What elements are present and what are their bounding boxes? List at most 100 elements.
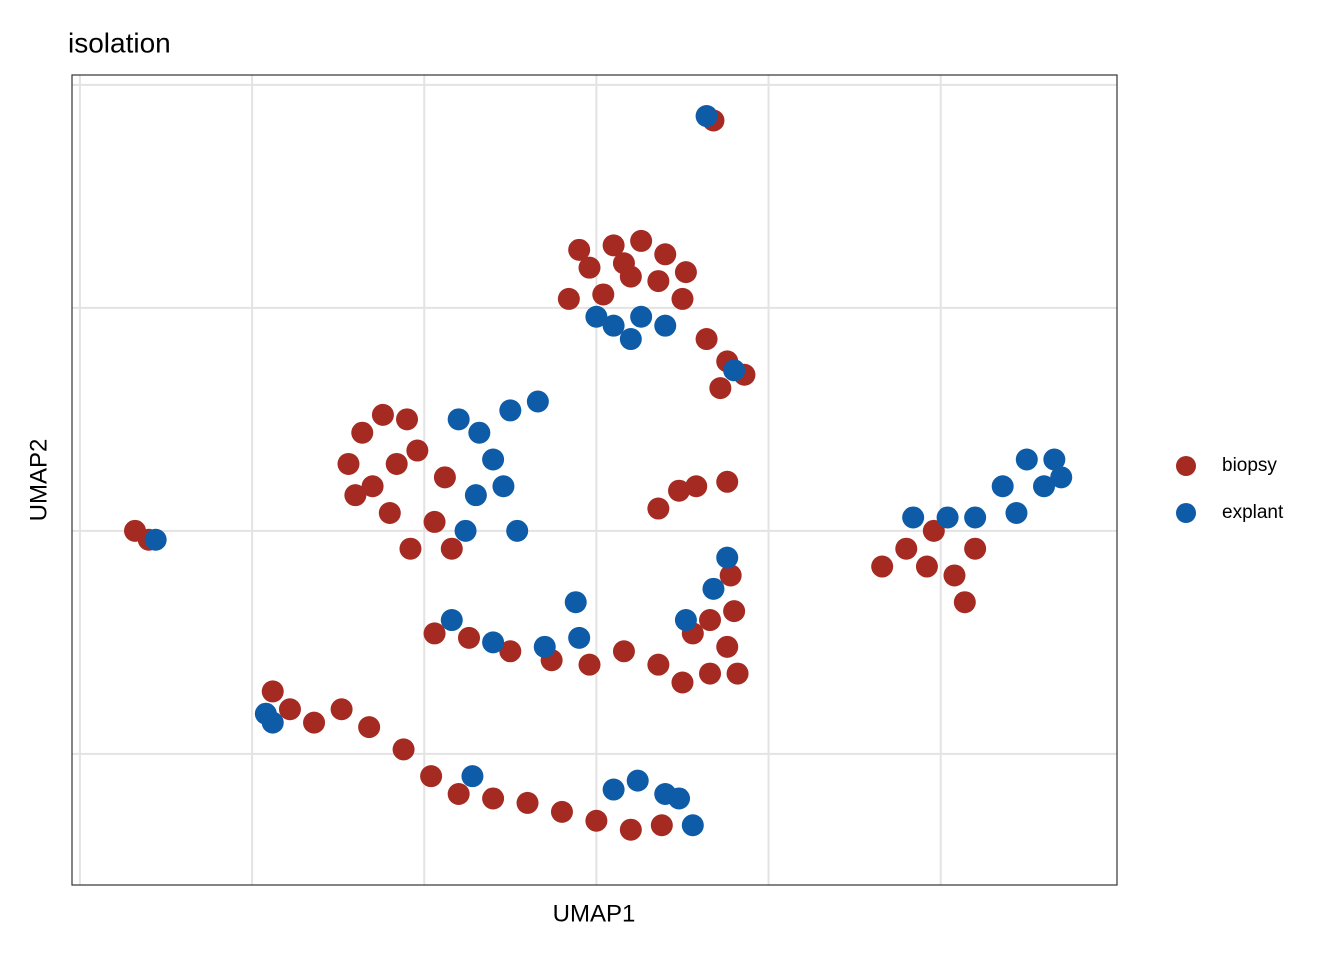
point (261, 680, 284, 703)
point (492, 475, 515, 498)
point (482, 787, 505, 810)
legend-label: explant (1222, 502, 1284, 523)
point (699, 609, 722, 632)
point (423, 510, 446, 533)
point (991, 475, 1014, 498)
point (953, 591, 976, 614)
point (568, 626, 591, 649)
point (557, 287, 580, 310)
point (943, 564, 966, 587)
point (674, 261, 697, 284)
point (454, 519, 477, 542)
point (612, 640, 635, 663)
point (592, 283, 615, 306)
point (499, 399, 522, 422)
point (144, 528, 167, 551)
point (358, 716, 381, 739)
point (630, 229, 653, 252)
point (695, 328, 718, 351)
point (915, 555, 938, 578)
point (371, 403, 394, 426)
point (681, 814, 704, 837)
point (654, 783, 677, 806)
point (647, 653, 670, 676)
point (1005, 502, 1028, 525)
x-axis-label: UMAP1 (553, 900, 636, 927)
point (647, 270, 670, 293)
point (482, 448, 505, 471)
point (630, 305, 653, 328)
point (447, 408, 470, 431)
point (922, 519, 945, 542)
point (468, 421, 491, 444)
point (351, 421, 374, 444)
point (650, 814, 673, 837)
point (902, 506, 925, 529)
point (726, 662, 749, 685)
point (964, 537, 987, 560)
point (433, 466, 456, 489)
point (506, 519, 529, 542)
point (654, 243, 677, 266)
point (602, 778, 625, 801)
point (330, 698, 353, 721)
point (654, 314, 677, 337)
point (602, 314, 625, 337)
point (702, 577, 725, 600)
point (723, 600, 746, 623)
point (533, 635, 556, 658)
point (699, 662, 722, 685)
point (716, 470, 739, 493)
point (612, 252, 635, 275)
point (1050, 466, 1073, 489)
point (1043, 448, 1066, 471)
point (1015, 448, 1038, 471)
point (499, 640, 522, 663)
point (361, 475, 384, 498)
point (578, 256, 601, 279)
point (626, 769, 649, 792)
point (550, 800, 573, 823)
point (564, 591, 587, 614)
point (964, 506, 987, 529)
point (278, 698, 301, 721)
point (1033, 475, 1056, 498)
point (261, 711, 284, 734)
point (423, 622, 446, 645)
point (378, 502, 401, 525)
point (461, 765, 484, 788)
point (526, 390, 549, 413)
point (723, 359, 746, 382)
point (695, 105, 718, 128)
point (602, 234, 625, 257)
legend-label: biopsy (1222, 455, 1277, 476)
point (871, 555, 894, 578)
point (709, 377, 732, 400)
point (337, 452, 360, 475)
point (303, 711, 326, 734)
point (685, 475, 708, 498)
point (585, 305, 608, 328)
point (671, 287, 694, 310)
point (399, 537, 422, 560)
point (936, 506, 959, 529)
point (516, 791, 539, 814)
point (396, 408, 419, 431)
point (619, 328, 642, 351)
point (440, 537, 463, 560)
point (392, 738, 415, 761)
point (578, 653, 601, 676)
point (647, 497, 670, 520)
point (440, 609, 463, 632)
point (385, 452, 408, 475)
point (420, 765, 443, 788)
y-axis-label: UMAP2 (25, 439, 52, 522)
point (344, 484, 367, 507)
point (568, 238, 591, 261)
point (447, 783, 470, 806)
point (457, 626, 480, 649)
point (674, 609, 697, 632)
point (585, 809, 608, 832)
